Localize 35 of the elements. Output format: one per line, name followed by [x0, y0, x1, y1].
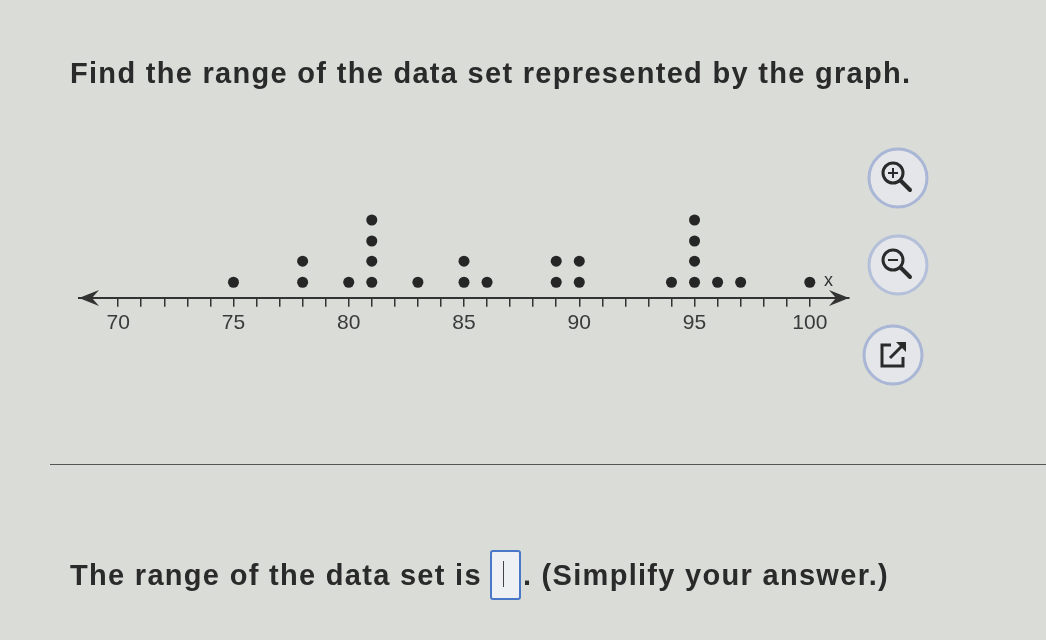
point [227, 276, 239, 288]
point [665, 276, 677, 288]
text: . (Simplify your answer.) [522, 558, 889, 592]
x-tick-label: 95 [682, 310, 707, 334]
x-tick-label: 100 [792, 310, 828, 334]
x-tick-label: 85 [452, 310, 476, 334]
point [297, 276, 309, 288]
point [412, 276, 424, 288]
point [689, 235, 701, 247]
point [689, 276, 701, 288]
point [366, 235, 378, 247]
chart-title: Find the range of the data set represented by the graph. [70, 57, 912, 90]
x-tick-label: 70 [106, 310, 130, 334]
point [573, 276, 585, 288]
point [366, 214, 378, 226]
point [458, 255, 470, 267]
point [712, 276, 724, 288]
point [297, 255, 309, 267]
point [573, 255, 585, 267]
point [458, 276, 470, 288]
point [550, 276, 562, 288]
point [804, 276, 816, 288]
text: The range of the data set is [70, 558, 482, 592]
x-tick-label: 75 [221, 310, 246, 334]
point [689, 255, 701, 267]
point [343, 276, 355, 288]
point [550, 255, 562, 267]
point [366, 255, 378, 267]
x-axis-title: x [824, 269, 833, 290]
point [481, 276, 493, 288]
x-tick-label: 90 [567, 310, 591, 334]
x-tick-label: 80 [337, 310, 361, 334]
point [735, 276, 747, 288]
point [366, 276, 378, 288]
point [689, 214, 701, 226]
